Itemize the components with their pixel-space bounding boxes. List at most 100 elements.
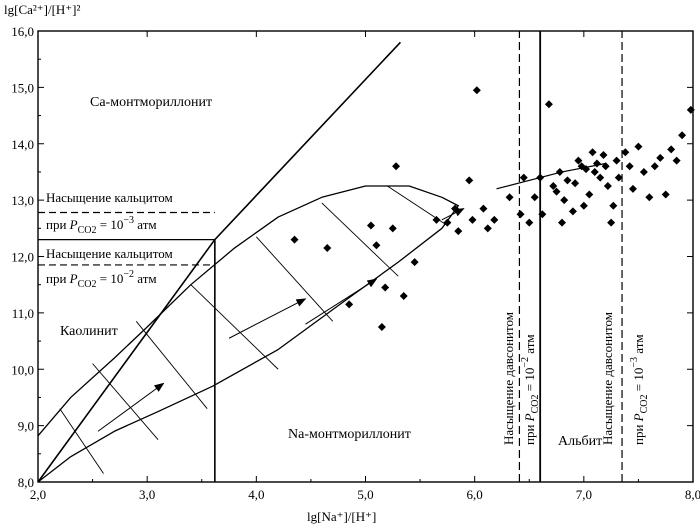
axis-ticks: 2,0 3,0 4,0 5,0 6,0 7,0 8,0 8,0 9,0 10,0 11,0 12,0 1… <box>11 24 700 502</box>
data-point <box>590 167 599 176</box>
ellipse-outline <box>37 185 459 483</box>
data-point <box>585 190 594 199</box>
dawsonite-2-sub: CO2 <box>639 394 650 413</box>
data-point <box>552 187 561 196</box>
data-point <box>599 151 608 160</box>
data-point <box>621 148 630 157</box>
data-point <box>392 162 401 171</box>
calcite-upper-prefix: при <box>46 217 70 232</box>
y-tick-label: 8,0 <box>18 475 34 490</box>
trend-arrow <box>97 382 165 432</box>
region-label-ca-montmorillonite: Ca-монтмориллонит <box>90 95 212 110</box>
data-point <box>381 283 390 292</box>
dawsonite-2-prefix: при <box>631 421 646 445</box>
data-point <box>592 159 601 168</box>
data-point <box>571 179 580 188</box>
x-tick-label: 7,0 <box>576 487 592 502</box>
data-point <box>672 156 681 165</box>
dawsonite-1-unit: атм <box>522 334 537 357</box>
data-point <box>650 162 659 171</box>
hatch-line <box>255 236 334 322</box>
data-point <box>612 156 621 165</box>
calcite-upper-condition: при PCO2 = 10−3 атм <box>46 215 157 236</box>
data-point <box>544 100 553 109</box>
x-tick-label: 8,0 <box>685 487 700 502</box>
y-axis-title: lg[Ca²⁺]/[H⁺]² <box>4 2 80 17</box>
data-point <box>323 244 332 253</box>
y-tick-label: 11,0 <box>12 306 34 321</box>
dawsonite-1-prefix: при <box>522 421 537 445</box>
dawsonite-2-unit: атм <box>631 334 646 357</box>
dawsonite-1-condition: при PCO2 = 10−2 атм <box>520 334 541 445</box>
y-tick-label: 10,0 <box>11 362 34 377</box>
dawsonite-1-title: Насыщение давсонитом <box>501 312 516 445</box>
data-point <box>479 204 488 213</box>
y-tick-label: 16,0 <box>11 24 34 39</box>
data-point <box>290 235 299 244</box>
data-point <box>516 210 525 219</box>
data-point <box>667 145 676 154</box>
y-tick-label: 12,0 <box>11 250 34 265</box>
dawsonite-2-eq: = 10 <box>631 368 646 395</box>
phase-boundaries <box>37 31 623 483</box>
trend-arrow <box>228 298 307 339</box>
calcite-lower-eq: = 10 <box>97 271 124 286</box>
data-point <box>601 162 610 171</box>
data-point <box>645 193 654 202</box>
data-point <box>596 173 605 182</box>
calcite-upper-eq: = 10 <box>97 217 124 232</box>
data-point <box>555 167 564 176</box>
data-point <box>588 148 597 157</box>
dawsonite-1-var: P <box>522 413 537 422</box>
dawsonite-1-eq: = 10 <box>522 368 537 395</box>
data-point <box>410 258 419 267</box>
data-point <box>432 215 441 224</box>
calcite-upper-exp: −3 <box>123 215 134 226</box>
calcite-upper-sub: CO2 <box>78 225 97 236</box>
data-point <box>558 218 566 227</box>
data-point <box>451 204 460 213</box>
y-tick-label: 15,0 <box>11 80 34 95</box>
calcite-upper-unit: атм <box>134 217 157 232</box>
data-point <box>560 196 569 205</box>
data-point <box>614 173 623 182</box>
data-point <box>661 190 670 199</box>
data-point <box>628 184 637 193</box>
data-point <box>634 142 643 151</box>
hatch-line <box>321 202 399 277</box>
calcite-lower-exp: −2 <box>123 269 134 280</box>
data-point <box>579 201 588 210</box>
data-point <box>505 193 514 202</box>
data-point <box>686 105 695 114</box>
trend-arrow <box>441 208 465 221</box>
x-tick-label: 3,0 <box>139 487 155 502</box>
region-label-kaolinite: Каолинит <box>60 324 118 339</box>
data-point <box>519 173 528 182</box>
data-point <box>563 176 572 185</box>
x-tick-label: 4,0 <box>248 487 264 502</box>
dawsonite-2-title: Насыщение давсонитом <box>600 312 615 445</box>
data-point <box>609 201 618 210</box>
dawsonite-1-exp: −2 <box>520 357 531 368</box>
data-point <box>483 224 492 233</box>
calcite-lower-sub: CO2 <box>78 279 97 290</box>
hatch-line <box>135 321 208 409</box>
data-point <box>536 173 545 182</box>
calcite-upper-var: P <box>69 217 78 232</box>
data-point <box>656 153 665 162</box>
data-field-ellipse <box>37 162 606 483</box>
x-tick-label: 2,0 <box>30 487 46 502</box>
data-point <box>568 207 577 216</box>
y-tick-label: 14,0 <box>11 137 34 152</box>
data-point <box>399 291 408 300</box>
data-point <box>472 86 481 95</box>
data-point <box>443 218 452 227</box>
data-point <box>574 156 583 165</box>
calcite-lower-prefix: при <box>46 271 70 286</box>
data-point <box>639 167 648 176</box>
region-label-na-montmorillonite: Na-монтмориллонит <box>288 427 411 442</box>
dawsonite-1-sub: CO2 <box>530 394 541 413</box>
sample-points <box>290 86 695 331</box>
data-point <box>377 322 386 331</box>
